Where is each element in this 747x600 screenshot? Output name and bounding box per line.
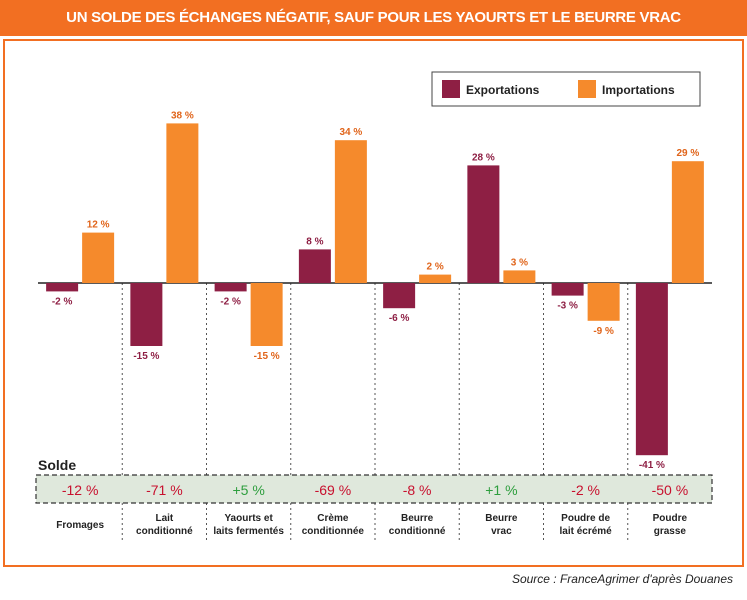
data-label: -15 %	[133, 351, 159, 362]
bar-exportations	[46, 283, 79, 292]
category-label: Poudre grasse	[653, 513, 688, 537]
solde-value: -12 %	[62, 482, 99, 498]
bar-importations	[250, 283, 283, 346]
bar-exportations	[130, 283, 163, 346]
data-label: 38 %	[171, 110, 194, 121]
data-label: 8 %	[306, 236, 323, 247]
solde-value: +1 %	[485, 482, 517, 498]
bar-importations	[419, 274, 452, 283]
bar-exportations	[298, 249, 331, 283]
data-label: 3 %	[511, 257, 528, 268]
solde-value: +5 %	[232, 482, 264, 498]
data-label: 2 %	[427, 262, 444, 273]
bar-importations	[166, 123, 199, 284]
category-label: Beurre vrac	[485, 513, 518, 537]
data-label: 29 %	[676, 148, 699, 159]
bar-exportations	[467, 165, 500, 283]
legend-swatch-exportations	[442, 80, 460, 98]
source-note: Source : FranceAgrimer d'après Douanes	[511, 572, 733, 586]
solde-value: -2 %	[571, 482, 600, 498]
solde-value: -69 %	[315, 482, 352, 498]
chart-title: UN SOLDE DES ÉCHANGES NÉGATIF, SAUF POUR…	[0, 0, 747, 36]
solde-value: -8 %	[403, 482, 432, 498]
solde-value: -50 %	[652, 482, 689, 498]
legend-label-importations: Importations	[602, 83, 675, 97]
data-label: -15 %	[254, 351, 280, 362]
bar-exportations	[383, 283, 416, 309]
category-label: Crème conditionnée	[302, 513, 365, 537]
data-label: -2 %	[52, 296, 73, 307]
solde-value: -71 %	[146, 482, 183, 498]
bar-exportations	[551, 283, 584, 296]
chart-frame	[3, 39, 744, 567]
solde-band	[35, 474, 713, 504]
data-label: -9 %	[593, 326, 614, 337]
data-label: -6 %	[389, 313, 410, 324]
legend-label-exportations: Exportations	[466, 83, 540, 97]
data-label: -2 %	[220, 296, 241, 307]
category-label: Poudre de lait écrémé	[559, 513, 612, 537]
bar-exportations	[214, 283, 247, 292]
solde-label: Solde	[38, 457, 76, 473]
category-label: Yaourts et laits fermentés	[213, 513, 284, 537]
bar-exportations	[635, 283, 668, 456]
data-label: -41 %	[639, 460, 665, 471]
bar-importations	[503, 270, 536, 283]
data-label: -3 %	[557, 301, 578, 312]
legend-swatch-importations	[578, 80, 596, 98]
data-label: 34 %	[339, 127, 362, 138]
category-label: Lait conditionné	[136, 513, 193, 537]
bar-importations	[587, 283, 620, 321]
data-label: 12 %	[87, 220, 110, 231]
bar-importations	[671, 161, 704, 283]
category-label: Fromages	[56, 520, 104, 531]
bar-importations	[334, 140, 367, 283]
legend-box	[431, 71, 701, 107]
category-label: Beurre conditionné	[389, 513, 446, 537]
bar-importations	[82, 232, 115, 283]
data-label: 28 %	[472, 152, 495, 163]
